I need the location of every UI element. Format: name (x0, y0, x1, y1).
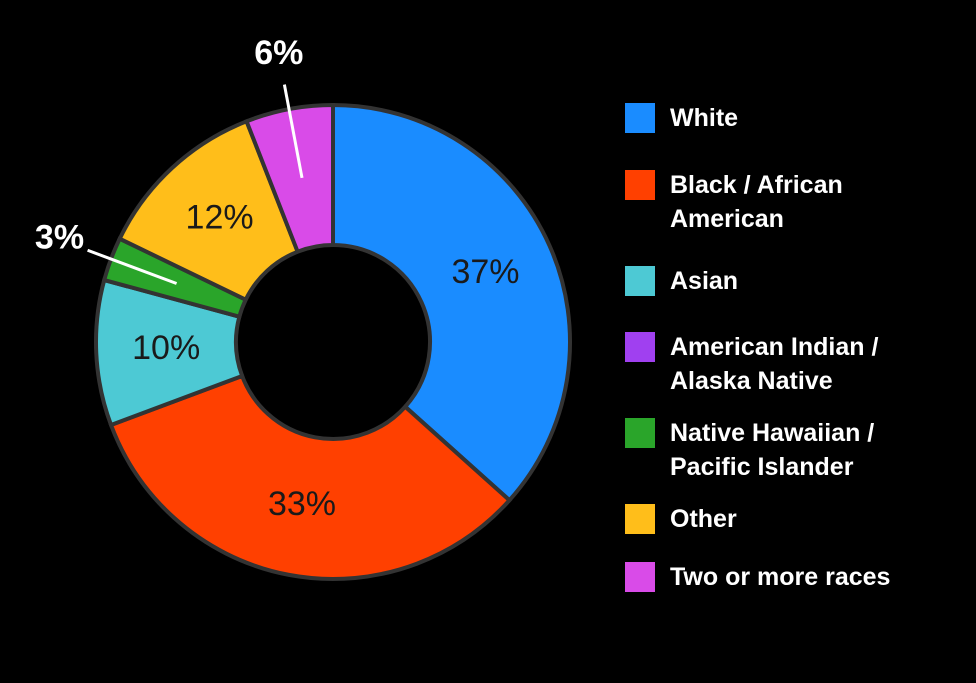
legend-swatch (625, 103, 655, 133)
legend-label: American Indian / Alaska Native (670, 333, 879, 395)
data-label: 37% (451, 253, 519, 291)
legend-swatch (625, 332, 655, 362)
leader-line (282, 84, 304, 179)
data-label: 10% (132, 329, 200, 367)
legend-label: Native Hawaiian / Pacific Islander (670, 419, 875, 481)
slice (108, 373, 513, 581)
data-label: 33% (268, 485, 336, 523)
legend-item: Native Hawaiian / Pacific Islander (625, 416, 920, 484)
legend-item: Other (625, 502, 920, 536)
slice (117, 118, 301, 303)
legend-label: White (670, 104, 739, 132)
legend-item: American Indian / Alaska Native (625, 330, 920, 398)
legend-swatch (625, 170, 655, 200)
legend-label: Asian (670, 267, 739, 295)
legend-swatch (625, 504, 655, 534)
legend-swatch (625, 562, 655, 592)
legend-label: Two or more races (670, 563, 891, 591)
leader-line (87, 248, 178, 285)
data-label: 3% (35, 219, 84, 257)
legend-label: Black / African American (670, 171, 843, 233)
slice (243, 102, 335, 255)
legend-item: Two or more races (625, 560, 920, 594)
data-label: 12% (186, 198, 254, 236)
slice (331, 102, 572, 504)
data-label: 6% (254, 34, 303, 72)
legend-item: White (625, 101, 920, 135)
legend-swatch (625, 266, 655, 296)
legend-swatch (625, 418, 655, 448)
legend-item: Black / African American (625, 168, 920, 236)
legend-item: Asian (625, 264, 920, 298)
legend-label: Other (670, 505, 737, 533)
